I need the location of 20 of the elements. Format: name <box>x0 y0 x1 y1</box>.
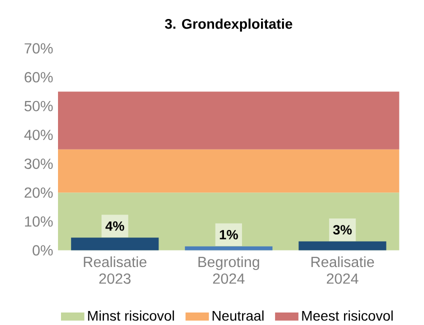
bar <box>71 238 159 250</box>
data-label: 3% <box>333 225 352 235</box>
data-label: 1% <box>220 230 238 240</box>
legend-label: Minst risicovol <box>88 310 174 321</box>
y-tick-label: 0% <box>32 245 53 256</box>
x-tick-label: Realisatie 2024 <box>311 256 374 284</box>
y-tick-label: 70% <box>24 43 53 54</box>
x-tick-label: Begroting 2024 <box>198 256 260 284</box>
y-tick-label: 50% <box>24 100 53 112</box>
legend-label: Meest risicovol <box>302 310 393 321</box>
y-tick-label: 40% <box>24 130 53 140</box>
chart-title: 3. Grondexploitatie <box>164 18 292 32</box>
legend-label: Neutraal <box>212 310 264 321</box>
x-tick-label: Realisatie 2023 <box>84 256 146 284</box>
y-tick-label: 60% <box>24 72 53 82</box>
bar <box>298 241 386 250</box>
data-label: 4% <box>105 221 124 231</box>
y-tick-label: 10% <box>25 216 53 227</box>
y-tick-label: 20% <box>24 187 53 198</box>
y-tick-label: 30% <box>24 158 53 169</box>
